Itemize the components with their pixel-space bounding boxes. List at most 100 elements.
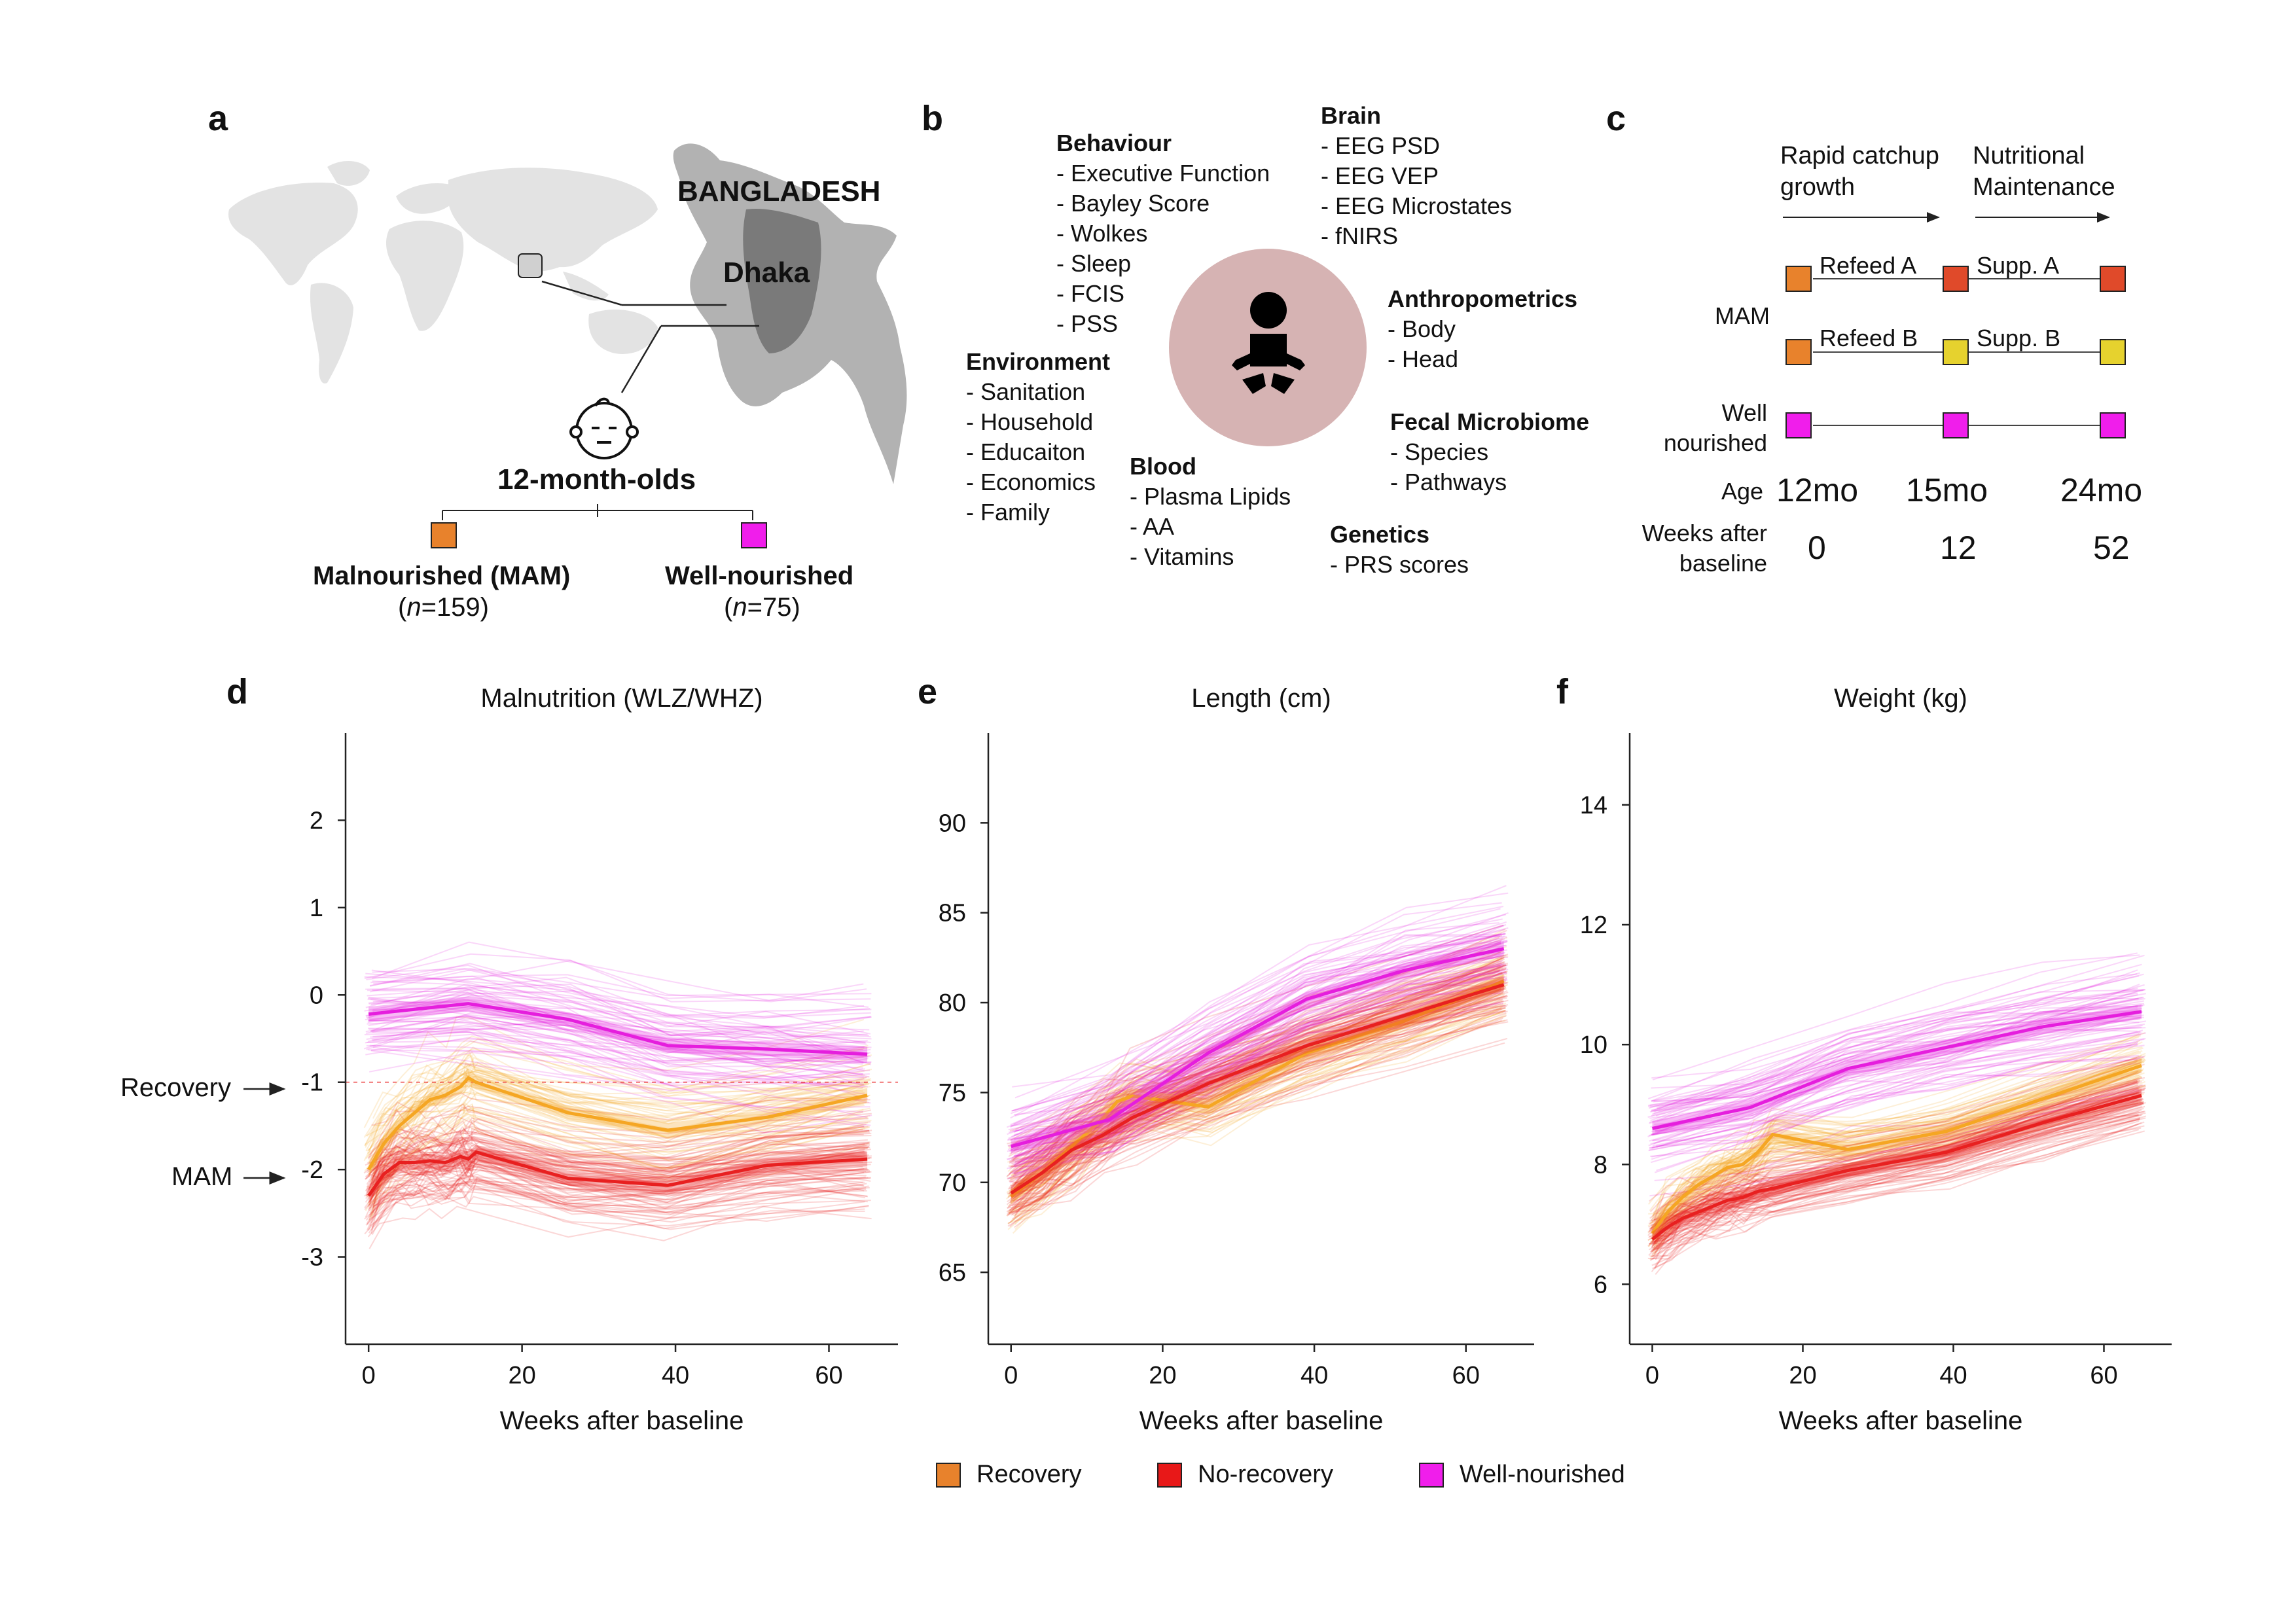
refeed-b-label: Refeed B xyxy=(1820,325,1918,351)
trajectory-line xyxy=(372,967,869,1008)
trajectory-line xyxy=(369,1052,870,1109)
africa-shape xyxy=(386,221,464,331)
trajectory-line xyxy=(365,989,866,1050)
trajectory-line xyxy=(1011,988,1505,1190)
category-behaviour: Behaviour - Executive Function - Bayley … xyxy=(1056,128,1270,339)
series-ci-band xyxy=(1652,1004,2142,1136)
trajectory-line xyxy=(1014,954,1502,1164)
trajectory-line xyxy=(364,1181,869,1230)
trajectory-line xyxy=(1013,961,1505,1167)
trajectory-line xyxy=(1009,984,1509,1173)
trajectory-line xyxy=(1009,952,1506,1152)
baby-face-icon xyxy=(569,397,639,459)
trajectory-line xyxy=(1012,983,1506,1160)
north-america-shape xyxy=(228,183,358,285)
trajectory-line xyxy=(369,1145,867,1209)
trajectory-line xyxy=(1649,1122,2142,1262)
trajectory-line xyxy=(369,1166,867,1214)
trajectory-line xyxy=(1011,966,1506,1177)
mam-group-n: (n=159) xyxy=(398,593,489,622)
trajectory-line xyxy=(372,980,871,1018)
trajectory-line xyxy=(1652,1115,2142,1251)
trajectory-line xyxy=(1655,1061,2145,1247)
trajectory-line xyxy=(1651,1129,2139,1272)
weeks-12: 12 xyxy=(1940,529,1977,566)
trajectory-line xyxy=(1015,971,1507,1163)
trajectory-line xyxy=(1007,955,1507,1172)
trajectory-line xyxy=(367,1067,868,1157)
trajectory-line xyxy=(367,1061,869,1151)
trajectory-line xyxy=(1651,954,2145,1079)
trajectory-line xyxy=(1651,1084,2138,1226)
trajectory-line xyxy=(365,1146,865,1203)
trajectory-line xyxy=(1651,1114,2140,1255)
trajectory-line xyxy=(1014,984,1505,1157)
trajectory-line xyxy=(1647,1066,2142,1234)
trajectory-line xyxy=(1014,981,1509,1222)
trajectory-line xyxy=(1653,1075,2141,1257)
trajectory-line xyxy=(1653,989,2145,1103)
trajectory-line xyxy=(372,1016,865,1119)
mam-b-24mo-box xyxy=(2100,339,2126,365)
trajectory-line xyxy=(1011,1005,1507,1204)
trajectory-line xyxy=(363,1012,869,1066)
trajectory-line xyxy=(1006,972,1503,1177)
individual-trajectories xyxy=(1006,885,1509,1184)
trajectory-line xyxy=(364,953,867,1003)
trajectory-line xyxy=(1654,997,2144,1113)
series-mean-line xyxy=(367,1150,868,1197)
trajectory-line xyxy=(368,1020,867,1057)
category-item: - Vitamins xyxy=(1130,543,1234,570)
category-item: - AA xyxy=(1130,513,1175,540)
trajectory-line xyxy=(364,1159,872,1209)
trajectory-line xyxy=(1653,1101,2144,1243)
trajectory-line xyxy=(1647,1118,2141,1260)
trajectory-line xyxy=(366,964,872,1036)
trajectory-line xyxy=(1011,950,1504,1178)
trajectory-line xyxy=(368,1103,869,1159)
trajectory-line xyxy=(366,1130,870,1185)
trajectory-line xyxy=(1014,933,1506,1117)
trajectory-line xyxy=(1647,1000,2144,1137)
individual-trajectories xyxy=(363,941,872,1134)
trajectory-line xyxy=(1653,1071,2142,1222)
trajectory-line xyxy=(1014,1020,1502,1228)
panel-label-c: c xyxy=(1606,99,1626,138)
trajectory-line xyxy=(371,1162,868,1236)
trajectory-line xyxy=(365,1107,870,1211)
trajectory-line xyxy=(372,1124,870,1184)
trajectory-line xyxy=(366,995,864,1042)
europe-shape xyxy=(396,183,459,214)
trajectory-line xyxy=(367,1101,867,1159)
trajectory-line xyxy=(370,1005,863,1069)
category-item: - Economics xyxy=(966,469,1096,495)
supp-b-label: Supp. B xyxy=(1977,325,2061,351)
trajectory-line xyxy=(368,1028,870,1082)
trajectory-line xyxy=(369,1190,865,1230)
trajectory-line xyxy=(370,1096,867,1162)
trajectory-line xyxy=(1009,978,1504,1206)
trajectory-line xyxy=(1653,1086,2140,1231)
trajectory-line xyxy=(367,1122,865,1171)
trajectory-line xyxy=(365,1131,870,1166)
trajectory-line xyxy=(368,994,870,1033)
y-tick-label: -3 xyxy=(301,1244,323,1272)
trajectory-line xyxy=(369,963,870,1018)
category-item: - Household xyxy=(966,408,1094,435)
trajectory-line xyxy=(1014,935,1501,1132)
trajectory-line xyxy=(364,1185,872,1241)
trajectory-line xyxy=(366,1096,872,1198)
trajectory-line xyxy=(1656,1103,2144,1250)
trajectory-line xyxy=(1013,1007,1507,1194)
trajectory-line xyxy=(1014,991,1509,1216)
x-tick-label: 0 xyxy=(1645,1362,1659,1389)
trajectory-line xyxy=(365,1054,866,1145)
trajectory-line xyxy=(1656,1044,2138,1147)
trajectory-line xyxy=(1007,954,1505,1196)
trajectory-line xyxy=(1651,1054,2142,1228)
trajectory-line xyxy=(1013,965,1508,1158)
x-tick-label: 60 xyxy=(815,1362,842,1389)
trajectory-line xyxy=(1655,1120,2140,1275)
category-item: - FCIS xyxy=(1056,280,1124,307)
trajectory-line xyxy=(366,1051,872,1137)
